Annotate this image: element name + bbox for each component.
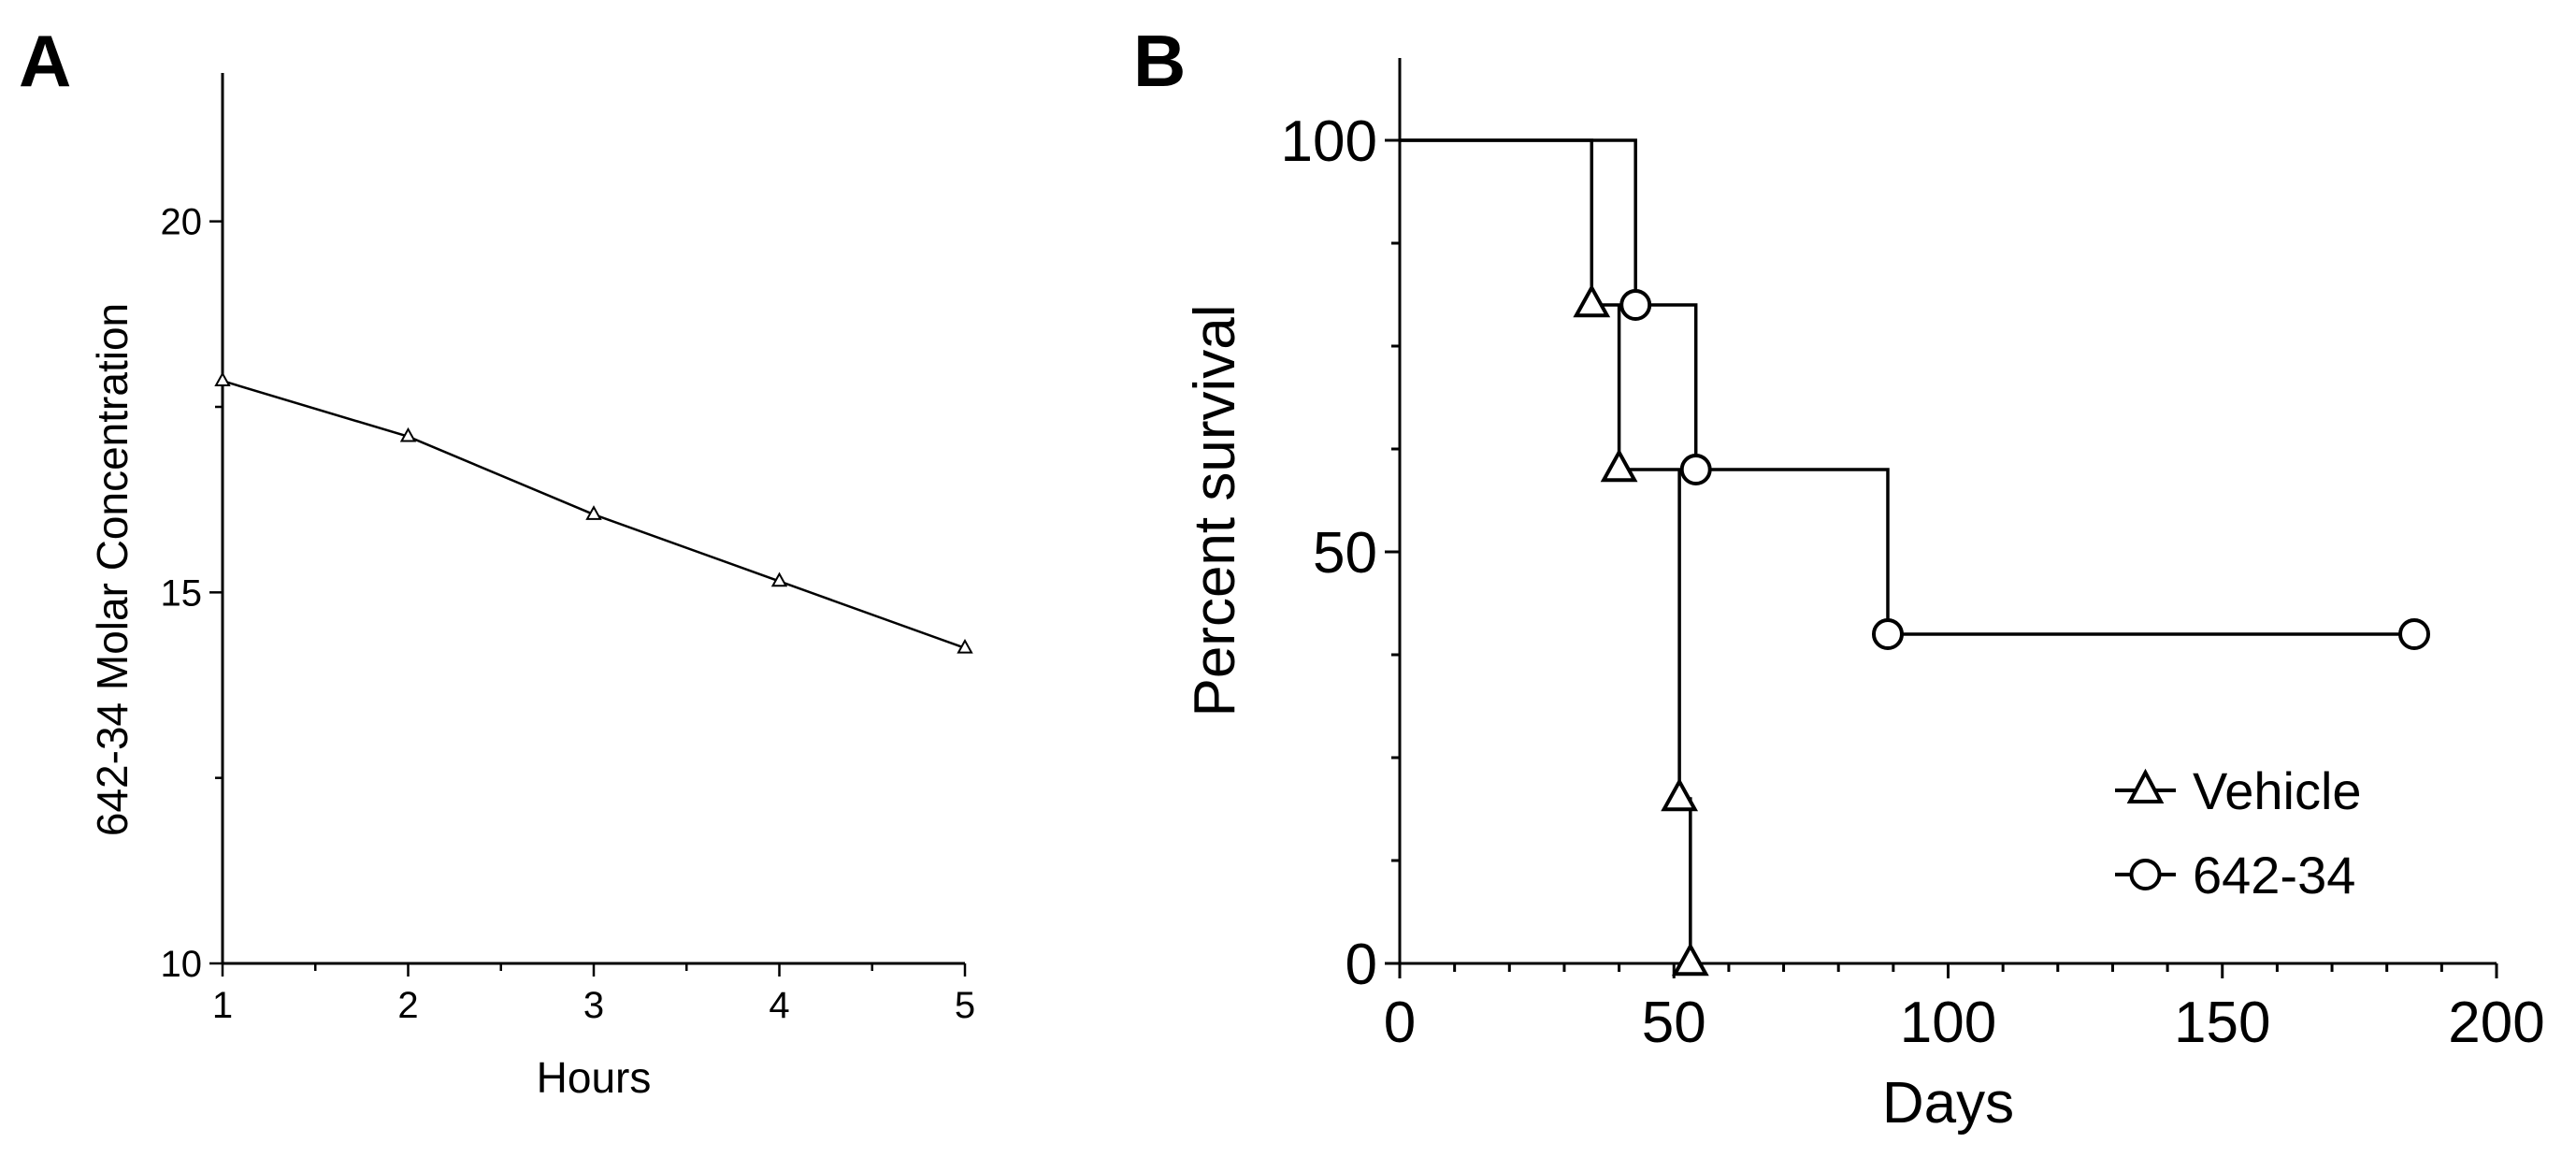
panel-a-x-tick-label: 2 [397,985,418,1026]
panel-a-data-point [957,638,973,654]
panel-b-ticks: 0 50 100 150 200 0 50 100 [1281,109,2545,1055]
panel-b-series [1400,138,2431,977]
series-vehicle-point [1600,448,1638,483]
panel-a-x-tick-label: 3 [583,985,604,1026]
panel-b-y-tick-label: 100 [1281,109,1377,174]
series-642-34-point [1871,618,1904,650]
series-642-34-point [1619,289,1652,321]
panel-b-label: B [1133,20,1186,102]
panel-b-x-tick-label: 150 [2174,991,2270,1055]
panel-a-data-point [214,371,231,387]
series-642-34-point [2398,618,2431,650]
panel-b-x-tick-label: 0 [1384,991,1416,1055]
series-642-34-point [1679,454,1712,485]
panel-a-y-tick-label: 15 [161,572,203,614]
panel-b-y-tick-label: 0 [1346,933,1377,997]
panel-a-data-point [585,505,602,520]
series-vehicle-point [1573,283,1611,318]
series-vehicle-point [1671,942,1709,977]
panel-a-x-axis-title: Hours [537,1053,652,1102]
legend-642-34-label: 642-34 [2193,846,2355,904]
legend-vehicle-label: Vehicle [2193,761,2362,820]
panel-a-chart: 1 2 3 4 5 10 15 20 Hours 642-34 Molar Concentra… [88,73,975,1102]
panel-a-label: A [19,20,71,102]
panel-a-data-point [770,572,788,587]
series-642-34-line [1400,138,2415,636]
panel-a-x-tick-label: 5 [955,985,975,1026]
legend-vehicle-triangle-icon [2126,768,2165,803]
panel-b-x-tick-label: 200 [2448,991,2544,1055]
series-vehicle-point [1661,777,1699,812]
panel-b-y-tick-label: 50 [1313,521,1377,586]
panel-a-y-tick-label: 10 [161,944,203,985]
panel-a-x-tick-label: 1 [212,985,233,1026]
panel-a-series [214,371,973,654]
legend-entry-vehicle: Vehicle [2115,761,2362,820]
series-vehicle-line [1400,138,1692,963]
panel-b-x-tick-label: 100 [1900,991,1996,1055]
panel-b-chart: 0 50 100 150 200 0 50 100 Days Percent survival… [1183,58,2545,1136]
panel-a-ticks: 1 2 3 4 5 10 15 20 [161,202,976,1026]
panel-a-x-tick-label: 4 [769,985,789,1026]
panel-a-y-tick-label: 20 [161,202,203,243]
panel-b-legend: Vehicle 642-34 [2115,761,2362,904]
panel-b-x-tick-label: 50 [1642,991,1706,1055]
panel-b-y-axis-title: Percent survival [1183,304,1247,716]
panel-a-y-axis-title: 642-34 Molar Concentration [88,303,137,836]
legend-entry-642-34: 642-34 [2115,846,2355,904]
panel-a-data-point [399,427,417,442]
panel-b-x-axis-title: Days [1882,1071,2014,1136]
legend-642-34-circle-icon [2129,859,2162,890]
